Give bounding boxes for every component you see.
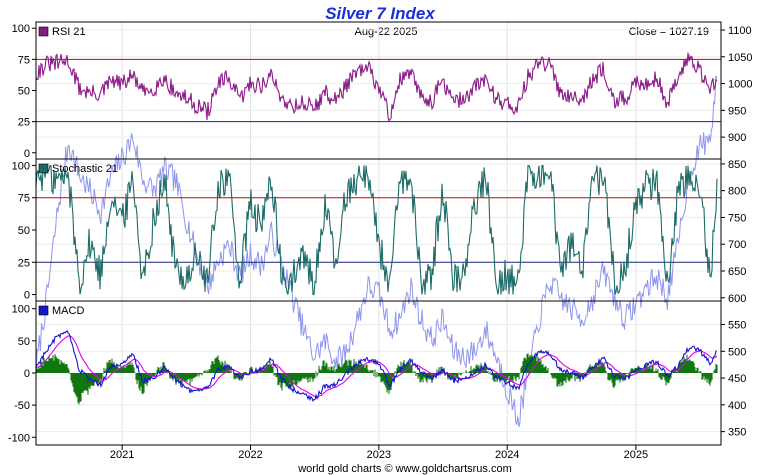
price-tick-label: 350 [728, 427, 746, 439]
panel-label: MACD [52, 305, 84, 317]
y-tick-label: 50 [18, 336, 30, 348]
panel-label: RSI 21 [52, 26, 86, 38]
y-tick-label: 0 [24, 290, 30, 302]
price-tick-label: 500 [728, 346, 746, 358]
price-tick-label: 950 [728, 105, 746, 117]
price-tick-label: 800 [728, 186, 746, 198]
macd-line [35, 330, 717, 403]
y-tick-label: 50 [18, 86, 30, 98]
stochastic-line [35, 164, 718, 296]
price-tick-label: 750 [728, 212, 746, 224]
footer-credit: world gold charts © www.goldchartsrus.co… [297, 463, 512, 475]
grid-layer [36, 22, 721, 445]
x-tick-label: 2024 [495, 449, 519, 461]
y-tick-label: 100 [12, 304, 30, 316]
y-tick-label: 75 [18, 193, 30, 205]
price-tick-label: 900 [728, 132, 746, 144]
price-tick-label: 850 [728, 159, 746, 171]
y-tick-label: -100 [8, 432, 30, 444]
indicator-layer [35, 52, 721, 405]
price-tick-label: 1100 [728, 25, 752, 37]
y-tick-label: 100 [12, 160, 30, 172]
price-layer [35, 75, 718, 428]
x-tick-label: 2023 [367, 449, 391, 461]
panel-frame [35, 300, 722, 446]
y-tick-label: 75 [18, 54, 30, 66]
panel-legend-swatch [38, 305, 49, 316]
axes-layer: 2021 2022 2023 2024 202511001050100095090085… [8, 21, 752, 461]
y-tick-label: 25 [18, 117, 30, 129]
rsi-line [35, 52, 718, 122]
price-tick-label: 700 [728, 239, 746, 251]
price-tick-label: 1050 [728, 52, 752, 64]
x-tick-label: 2022 [238, 449, 262, 461]
close-label: Close = 1027.19 [629, 26, 709, 38]
price-tick-label: 400 [728, 400, 746, 412]
price-tick-label: 600 [728, 293, 746, 305]
panel-label: Stochastic 21 [52, 163, 118, 175]
y-tick-label: 100 [12, 23, 30, 35]
y-tick-label: 25 [18, 257, 30, 269]
y-tick-label: 0 [24, 148, 30, 160]
date-label: Aug-22 2025 [355, 26, 418, 38]
panel-legend-swatch [38, 26, 49, 37]
price-tick-label: 550 [728, 320, 746, 332]
panel-legend-swatch [38, 163, 49, 174]
price-tick-label: 1000 [728, 79, 752, 91]
y-tick-label: -50 [14, 400, 30, 412]
price-tick-label: 450 [728, 373, 746, 385]
x-tick-label: 2025 [624, 449, 648, 461]
y-tick-label: 0 [24, 368, 30, 380]
price-series-line [35, 75, 718, 428]
y-tick-label: 50 [18, 225, 30, 237]
x-tick-label: 2021 [110, 449, 134, 461]
price-tick-label: 650 [728, 266, 746, 278]
chart-title: Silver 7 Index [325, 4, 436, 23]
